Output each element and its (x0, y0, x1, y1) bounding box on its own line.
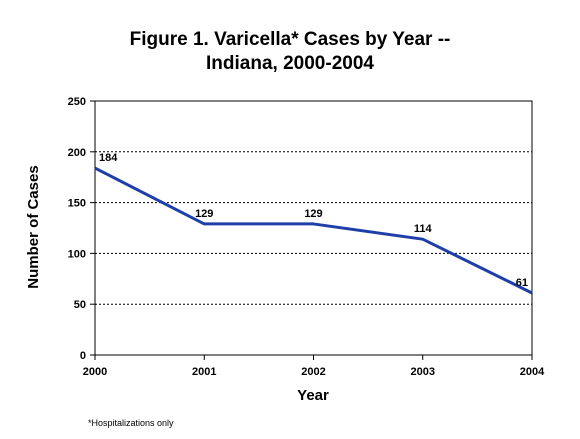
x-tick-label: 2003 (411, 366, 435, 378)
y-tick-label: 0 (80, 350, 86, 362)
y-tick-label: 150 (68, 198, 86, 210)
data-labels: 184 129 129 114 61 (99, 152, 528, 289)
y-tick-label: 100 (68, 248, 86, 260)
y-tick-label: 200 (68, 147, 86, 159)
data-label: 114 (414, 223, 433, 235)
series-line (94, 166, 533, 295)
x-tick-label: 2000 (83, 366, 107, 378)
plot-area-frame (94, 100, 533, 356)
footnote: *Hospitalizations only (88, 418, 174, 428)
y-tick-labels: 0 50 100 150 200 250 (68, 96, 86, 362)
axes (90, 100, 533, 360)
chart-title-line-1: Figure 1. Varicella* Cases by Year -- (129, 29, 451, 50)
data-label: 129 (304, 208, 322, 220)
x-tick-labels: 2000 2001 2002 2003 2004 (83, 366, 545, 378)
x-tick-label: 2004 (520, 366, 545, 378)
y-tick-label: 250 (68, 96, 86, 108)
chart-title-line-2: Indiana, 2000-2004 (206, 53, 374, 74)
y-axis-label: Number of Cases (25, 165, 42, 288)
x-tick-label: 2002 (301, 366, 325, 378)
y-tick-label: 50 (74, 299, 86, 311)
data-label: 61 (516, 277, 528, 289)
data-label: 129 (195, 208, 213, 220)
data-series (94, 166, 533, 295)
x-axis-label: Year (297, 387, 329, 404)
gridlines (95, 151, 532, 305)
data-label: 184 (99, 152, 118, 164)
x-tick-label: 2001 (192, 366, 216, 378)
